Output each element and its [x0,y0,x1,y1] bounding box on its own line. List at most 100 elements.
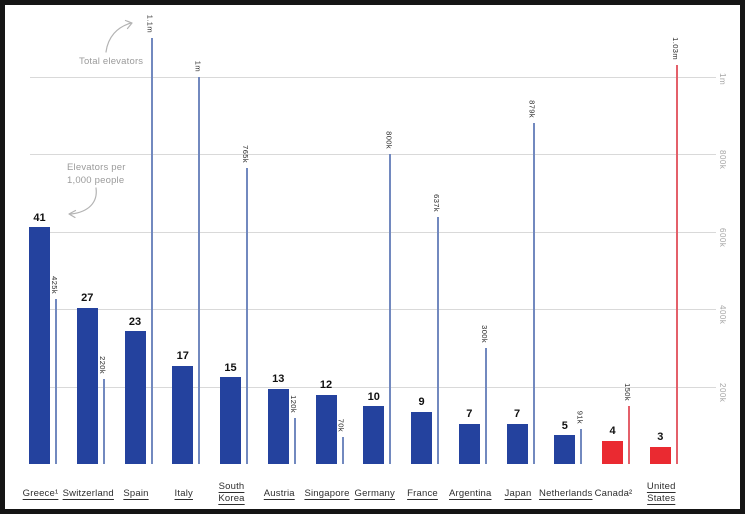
per-capita-annotation-line2: 1,000 people [67,174,125,186]
value-bar [124,331,146,464]
total-value-label: 765k [241,144,250,163]
value-bar [554,435,576,464]
total-value-label: 1m [193,60,203,72]
country-label-text: States [647,493,676,505]
value-bar [29,227,50,464]
country-label-text: Switzerland [62,488,114,499]
total-value-label: 800k [384,131,394,149]
value-bar [315,394,337,464]
country-label: Greece¹ [0,488,101,500]
total-elevators-line [246,167,248,464]
country-label-text: United [646,481,676,492]
country-label-text: South [218,481,245,492]
total-elevators-line [389,154,392,464]
axis-tick-600k: 600k [718,227,727,247]
axis-tick-800k: 800k [718,150,727,170]
total-value-label: 425k [50,276,59,295]
total-value-label: 150k [623,383,632,401]
country-label-text: Korea [218,493,245,505]
total-elevators-line [675,64,678,464]
value-bar [458,423,480,464]
country-label-text: Argentina [449,488,492,499]
total-elevators-line [628,405,630,464]
country-label-text: Canada² [594,488,633,499]
country-label: Germany [315,488,435,500]
country-label: South Korea [172,481,292,506]
country-label-text: Italy [174,488,193,499]
total-elevators-line [198,76,201,464]
value-bar [506,423,528,464]
value-bar [76,307,98,464]
country-label: Netherlands [506,488,626,500]
gridline-1m [30,76,716,78]
country-label: United States [601,481,721,506]
total-elevators-line [532,123,535,464]
per-capita-annotation-line1: Elevators per [67,162,126,173]
total-value-label: 120k [288,394,298,413]
country-label-text: Netherlands [539,488,593,499]
bar-value-label: 41 [33,211,46,224]
bar-value-label: 17 [176,350,189,363]
bar-value-label: 27 [81,292,94,305]
total-value-label: 300k [479,324,489,343]
total-value-label: 1.1m [145,14,155,33]
axis-tick-1m: 1m [718,72,727,85]
country-label-text: Greece¹ [22,488,59,499]
bar-value-label: 12 [319,379,333,392]
country-label: Austria [219,488,339,500]
country-label: Canada² [554,488,674,500]
per-capita-annotation: Elevators per 1,000 people [67,162,126,188]
country-label: Switzerland [28,488,148,500]
gridline-600k [30,231,716,233]
total-elevators-line [55,299,57,464]
country-label: Argentina [410,488,530,500]
value-bar [220,377,241,464]
bar-value-label: 23 [128,315,142,328]
value-bar [649,446,671,464]
bar-value-label: 9 [418,396,425,409]
total-elevators-line [293,417,296,464]
total-value-label: 70k [336,418,346,432]
total-value-label: 637k [432,194,441,213]
value-bar [602,440,623,464]
bar-value-label: 4 [609,425,616,438]
bar-value-label: 3 [657,431,664,444]
total-elevators-line [150,37,153,464]
total-elevators-line [341,436,344,464]
bar-value-label: 15 [224,361,237,374]
country-label: France [363,488,483,500]
total-value-label: 879k [527,100,537,119]
bar-value-label: 7 [466,408,473,421]
country-label-text: Spain [123,488,149,499]
bar-value-label: 5 [561,419,568,432]
total-elevators-line [437,217,439,464]
value-bar [172,365,194,464]
country-label: Italy [124,488,244,500]
country-label: Japan [458,488,578,500]
gridline-200k [30,386,716,388]
total-elevators-line [102,378,105,464]
country-label-text: Austria [263,488,295,499]
country-label-text: Germany [354,488,395,499]
value-bar [411,411,432,464]
bar-value-label: 13 [272,373,285,386]
total-elevators-annotation: Total elevators [79,56,144,67]
bar-value-label: 10 [367,390,380,403]
total-value-label: 91k [575,410,585,424]
gridline-400k [30,309,716,310]
total-elevators-line [580,428,583,464]
country-label-text: France [407,488,438,499]
gridline-800k [30,154,716,155]
total-elevators-line [484,347,487,464]
country-label: Singapore [267,488,387,500]
axis-tick-400k: 400k [718,305,727,325]
bar-value-label: 7 [513,408,521,421]
total-value-label: 220k [97,355,107,374]
value-bar [363,406,385,464]
country-label: Spain [76,488,196,500]
axis-tick-200k: 200k [718,382,727,402]
country-label-text: Japan [504,488,532,499]
value-bar [267,388,289,464]
total-value-label: 1.03m [670,37,680,60]
